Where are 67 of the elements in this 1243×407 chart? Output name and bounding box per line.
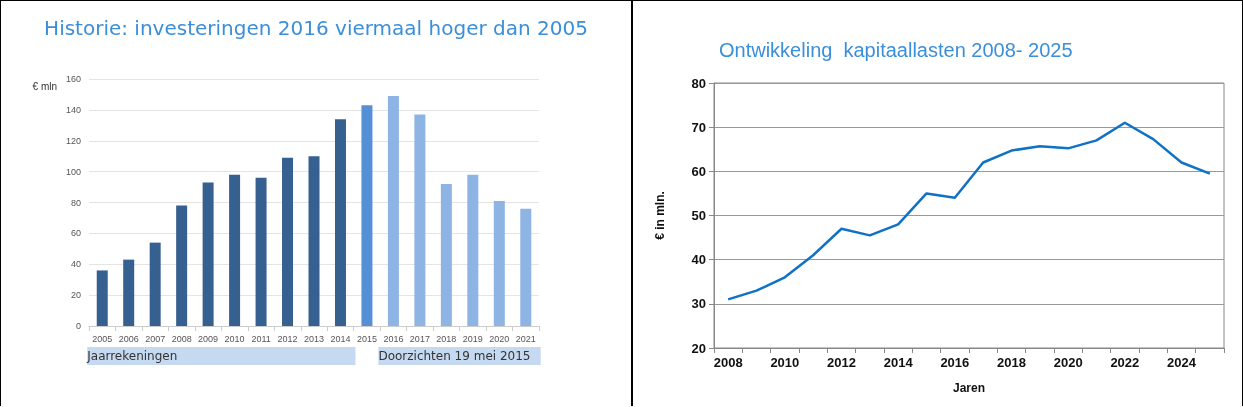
x-tick-label: 2018	[997, 355, 1026, 370]
y-tick-label: 120	[65, 135, 81, 146]
y-axis-title: € in mln.	[653, 191, 667, 240]
x-tick-label: 2008	[713, 355, 743, 370]
bar	[493, 200, 505, 326]
x-tick-label: 2005	[92, 333, 113, 344]
x-tick-label: 2013	[303, 333, 325, 344]
y-axis-title: € mln	[32, 80, 57, 92]
x-tick-label: 2010	[224, 333, 245, 344]
y-tick-label: 100	[65, 166, 81, 177]
bar	[387, 95, 399, 326]
chart-title: Ontwikkeling kapitaallasten 2008- 2025	[719, 39, 1073, 61]
bar	[149, 242, 161, 326]
y-tick-label: 60	[691, 163, 706, 179]
bar	[308, 156, 320, 326]
y-tick-label: 80	[691, 75, 706, 91]
chart-title: Historie: investeringen 2016 viermaal hoger dan 2005	[44, 16, 588, 40]
line-series	[726, 121, 1212, 301]
bar	[334, 119, 346, 326]
bar	[361, 105, 373, 326]
x-tick-label: 2019	[462, 333, 483, 344]
x-tick-label: 2011	[251, 333, 271, 344]
text: Doorzichten 19 mei 2015	[378, 349, 531, 363]
x-tick-label: 2020	[1053, 355, 1083, 370]
bar	[520, 208, 532, 326]
y-tick-label: 60	[70, 228, 81, 239]
x-tick-label: 2024	[1167, 355, 1197, 370]
x-tick-label: 2007	[145, 333, 166, 344]
y-tick-label: 50	[691, 208, 706, 223]
bar	[414, 114, 426, 326]
x-tick-label: 2016	[383, 333, 404, 344]
bar	[123, 259, 135, 326]
bar	[229, 174, 241, 326]
y-tick-label: 20	[691, 340, 706, 356]
x-tick-label: 2009	[198, 333, 219, 344]
bar	[282, 157, 294, 326]
y-tick-label: 140	[65, 104, 81, 115]
x-tick-label: 2006	[118, 333, 139, 344]
bar	[440, 183, 452, 326]
x-tick-label: 2018	[436, 333, 457, 344]
y-tick-label: 30	[691, 296, 706, 312]
y-tick-label: 80	[70, 197, 81, 208]
bar	[202, 182, 214, 326]
y-tick-label: 40	[70, 259, 81, 270]
x-tick-label: 2010	[770, 355, 800, 370]
bar	[255, 177, 267, 326]
x-tick-label: 2008	[171, 333, 192, 344]
x-tick-label: 2021	[515, 333, 536, 344]
y-tick-label: 160	[65, 74, 81, 84]
x-tick-label: 2020	[489, 333, 510, 344]
x-tick-label: 2014	[330, 333, 351, 344]
text: Jaarrekeningen	[86, 349, 178, 363]
x-tick-label: 2014	[883, 355, 914, 370]
bar	[176, 205, 188, 326]
x-tick-label: 2012	[827, 355, 856, 370]
x-tick-label: 2022	[1110, 355, 1140, 370]
y-tick-label: 70	[691, 119, 706, 135]
bar	[467, 174, 479, 326]
y-tick-label: 40	[691, 252, 706, 268]
bar	[96, 270, 108, 326]
y-tick-label: 20	[70, 290, 81, 301]
y-tick-label: 0	[75, 321, 81, 331]
x-tick-label: 2017	[409, 333, 430, 344]
x-tick-label: 2015	[356, 333, 377, 344]
x-tick-label: 2012	[277, 333, 298, 344]
x-tick-label: 2016	[940, 355, 970, 370]
x-axis-title: Jaren	[952, 381, 986, 395]
